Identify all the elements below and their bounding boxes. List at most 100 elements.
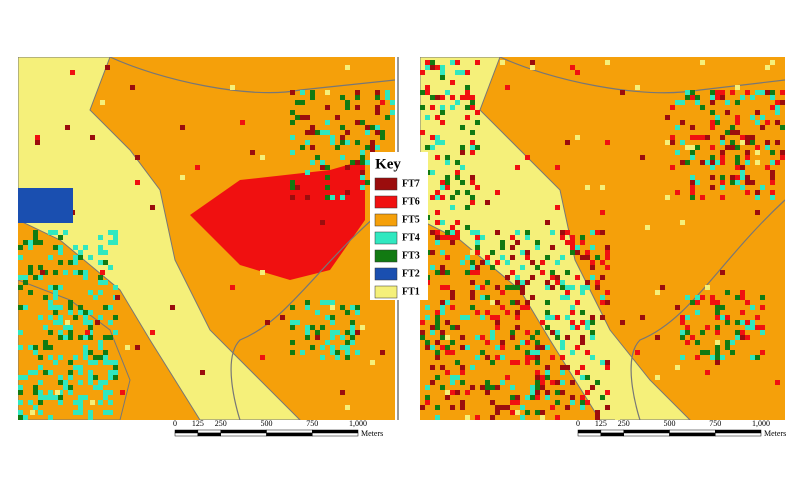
map-pixel <box>340 305 345 310</box>
map-pixel <box>345 355 350 360</box>
legend-swatch <box>374 213 398 227</box>
map-pixel <box>690 195 695 200</box>
map-pixel <box>740 135 745 140</box>
map-pixel <box>460 380 465 385</box>
map-pixel <box>350 305 355 310</box>
map-pixel <box>730 145 735 150</box>
map-pixel <box>375 95 380 100</box>
map-pixel <box>570 395 575 400</box>
map-pixel <box>355 95 360 100</box>
map-pixel <box>113 370 118 375</box>
map-pixel <box>590 385 595 390</box>
map-pixel <box>700 60 705 65</box>
map-pixel <box>775 120 780 125</box>
map-pixel <box>28 240 33 245</box>
map-pixel <box>470 70 475 75</box>
map-pixel <box>760 325 765 330</box>
map-pixel <box>555 415 560 420</box>
map-pixel <box>775 140 780 145</box>
map-pixel <box>520 290 525 295</box>
map-pixel <box>745 135 750 140</box>
map-pixel <box>685 160 690 165</box>
map-pixel <box>435 320 440 325</box>
map-pixel <box>70 70 75 75</box>
boundary <box>109 57 395 94</box>
map-pixel <box>365 145 370 150</box>
map-pixel <box>595 380 600 385</box>
map-pixel <box>98 340 103 345</box>
map-pixel <box>525 300 530 305</box>
map-pixel <box>520 280 525 285</box>
map-pixel <box>435 240 440 245</box>
map-pixel <box>260 355 265 360</box>
map-pixel <box>680 140 685 145</box>
map-pixel <box>460 400 465 405</box>
map-pixel <box>605 255 610 260</box>
map-pixel <box>315 155 320 160</box>
map-pixel <box>305 170 310 175</box>
map-pixel <box>310 95 315 100</box>
map-pixel <box>68 330 73 335</box>
map-pixel <box>440 65 445 70</box>
map-pixel <box>595 415 600 420</box>
map-pixel <box>770 180 775 185</box>
map-pixel <box>440 335 445 340</box>
map-pixel <box>98 345 103 350</box>
map-pixel <box>760 330 765 335</box>
map-pixel <box>530 355 535 360</box>
map-pixel <box>425 60 430 65</box>
map-pixel <box>300 350 305 355</box>
map-pixel <box>78 395 83 400</box>
map-pixel <box>605 360 610 365</box>
map-pixel <box>470 260 475 265</box>
map-pixel <box>710 100 715 105</box>
map-pixel <box>30 410 35 415</box>
map-pixel <box>425 90 430 95</box>
map-pixel <box>750 135 755 140</box>
map-pixel <box>730 130 735 135</box>
map-pixel <box>440 300 445 305</box>
map-pixel <box>450 305 455 310</box>
map-pixel <box>330 135 335 140</box>
map-pixel <box>560 285 565 290</box>
map-pixel <box>430 365 435 370</box>
map-pixel <box>43 345 48 350</box>
map-pixel <box>108 400 113 405</box>
map-pixel <box>345 100 350 105</box>
map-pixel <box>28 265 33 270</box>
map-pixel <box>430 195 435 200</box>
map-pixel <box>320 220 325 225</box>
map-pixel <box>515 310 520 315</box>
scale-label: 500 <box>664 419 676 428</box>
map-pixel <box>435 65 440 70</box>
map-pixel <box>500 60 505 65</box>
map-pixel <box>485 295 490 300</box>
map-pixel <box>73 410 78 415</box>
map-pixel <box>450 95 455 100</box>
map-pixel <box>455 60 460 65</box>
map-pixel <box>230 85 235 90</box>
scale-segment <box>600 432 624 437</box>
map-pixel <box>695 295 700 300</box>
map-pixel <box>23 280 28 285</box>
map-pixel <box>600 230 605 235</box>
map-pixel <box>440 195 445 200</box>
map-pixel <box>420 90 425 95</box>
map-pixel <box>470 295 475 300</box>
map-pixel <box>83 275 88 280</box>
map-pixel <box>745 325 750 330</box>
map-pixel <box>575 245 580 250</box>
map-pixel <box>83 315 88 320</box>
map-pixel <box>750 325 755 330</box>
map-pixel <box>690 135 695 140</box>
map-pixel <box>435 355 440 360</box>
map-pixel <box>470 265 475 270</box>
map-pixel <box>340 155 345 160</box>
map-pixel <box>780 90 785 95</box>
map-pixel <box>530 350 535 355</box>
map-pixel <box>295 320 300 325</box>
map-pixel <box>65 320 70 325</box>
map-pixel <box>515 230 520 235</box>
map-pixel <box>103 350 108 355</box>
map-pixel <box>740 175 745 180</box>
